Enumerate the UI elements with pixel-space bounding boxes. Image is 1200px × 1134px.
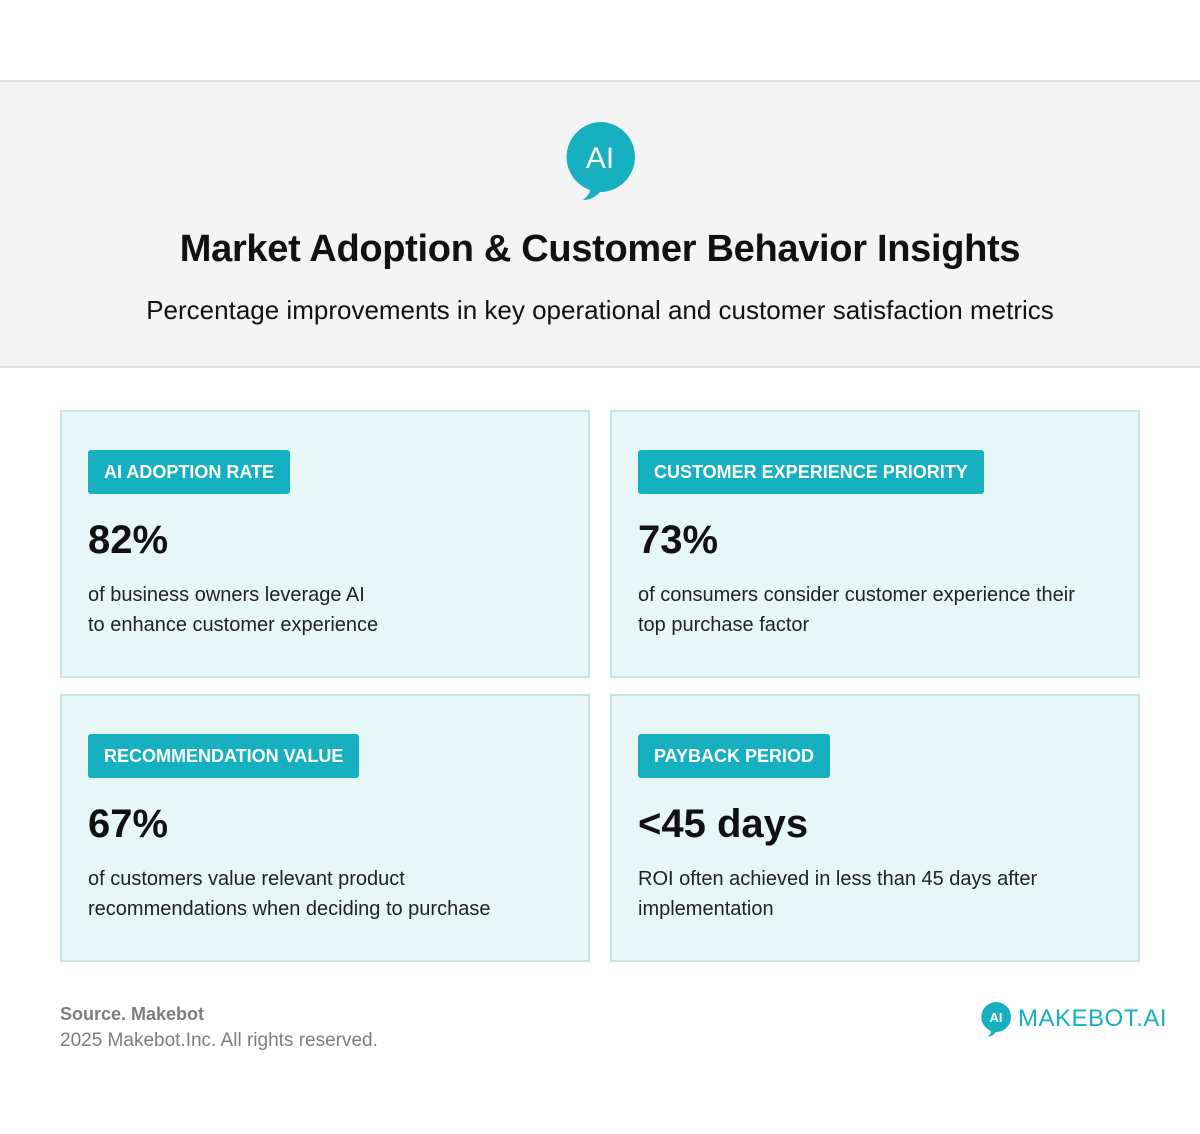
card-description: of business owners leverage AI to enhanc… (88, 580, 558, 640)
card-stat-value: 82% (88, 518, 169, 562)
card-description: of customers value relevant product reco… (88, 864, 558, 924)
card-stat-value: <45 days (638, 802, 809, 846)
card-description-line: ROI often achieved in less than 45 days … (638, 868, 1038, 890)
card-description-line: top purchase factor (638, 614, 810, 636)
svg-text:AI: AI (990, 1010, 1003, 1025)
card-stat-value: 67% (88, 802, 169, 846)
card-badge: RECOMMENDATION VALUE (88, 734, 360, 778)
card-description-line: recommendations when deciding to purchas… (88, 898, 491, 920)
source-credit: Source. Makebot (60, 1004, 205, 1024)
stat-card-recommendation-value: RECOMMENDATION VALUE 67% of customers va… (60, 694, 590, 962)
page-title: Market Adoption & Customer Behavior Insi… (179, 228, 1021, 270)
header-banner: AI Market Adoption & Customer Behavior I… (0, 80, 1200, 368)
card-description-line: of consumers consider customer experienc… (638, 584, 1075, 606)
copyright-notice: 2025 Makebot.Inc. All rights reserved. (60, 1030, 378, 1051)
card-description-line: implementation (638, 898, 774, 920)
stat-card-payback-period: PAYBACK PERIOD <45 days ROI often achiev… (610, 694, 1140, 962)
page-subtitle: Percentage improvements in key operation… (146, 295, 1054, 325)
card-badge: CUSTOMER EXPERIENCE PRIORITY (638, 450, 984, 494)
card-badge: AI ADOPTION RATE (88, 450, 290, 494)
brand-logo: AI MAKEBOT.AI (980, 1001, 1167, 1039)
card-badge: PAYBACK PERIOD (638, 734, 831, 778)
stat-card-customer-experience: CUSTOMER EXPERIENCE PRIORITY 73% of cons… (610, 410, 1140, 678)
card-description-line: to enhance customer experience (88, 614, 379, 636)
card-description-line: of customers value relevant product (88, 868, 405, 890)
card-description: ROI often achieved in less than 45 days … (638, 864, 1108, 924)
svg-text:AI: AI (586, 142, 614, 175)
stat-card-ai-adoption: AI ADOPTION RATE 82% of business owners … (60, 410, 590, 678)
card-description-line: of business owners leverage AI (88, 584, 365, 606)
ai-chat-bubble-icon: AI (981, 1002, 1011, 1037)
brand-name: MAKEBOT.AI (1018, 1005, 1168, 1032)
card-description: of consumers consider customer experienc… (638, 580, 1108, 640)
card-stat-value: 73% (638, 518, 719, 562)
ai-chat-bubble-icon: AI (566, 122, 635, 200)
